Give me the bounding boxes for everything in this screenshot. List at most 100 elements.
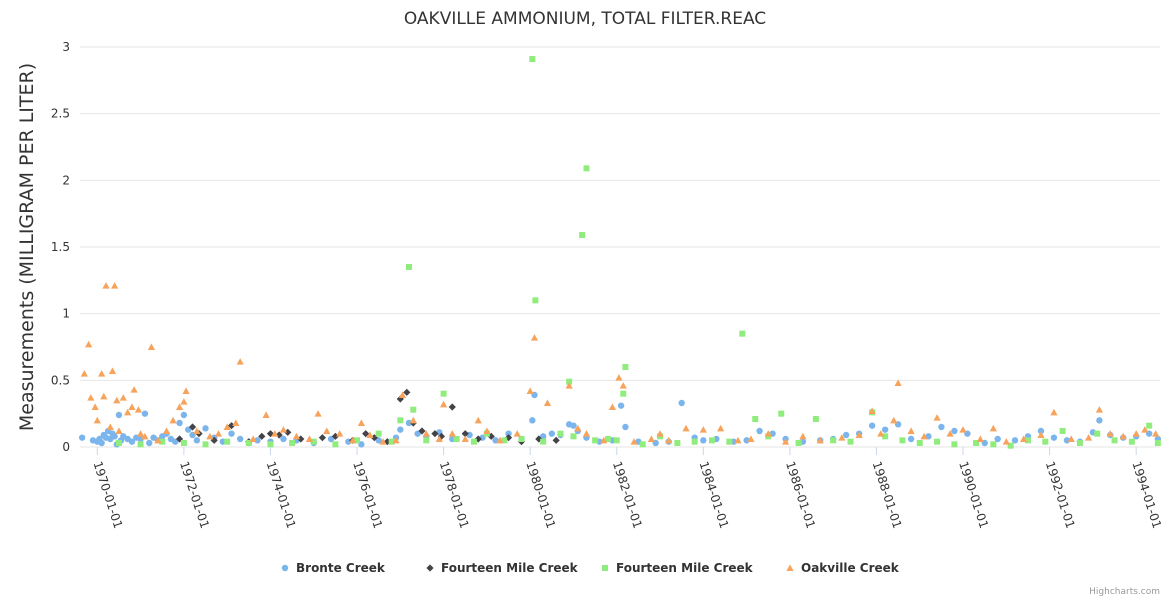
data-point <box>574 424 582 432</box>
data-point <box>620 390 627 397</box>
data-point <box>115 411 123 419</box>
data-point <box>137 430 145 437</box>
data-point <box>111 282 119 289</box>
data-point <box>934 438 941 445</box>
y-tick-label: 2 <box>62 173 70 187</box>
data-point <box>1050 434 1058 441</box>
data-point <box>332 441 339 448</box>
data-point <box>552 436 560 444</box>
data-point <box>162 427 171 434</box>
data-point <box>154 436 162 444</box>
data-point <box>938 423 945 431</box>
data-point <box>565 382 573 389</box>
x-tick-label: 1992-01-01 <box>1043 460 1078 531</box>
data-point <box>185 426 192 433</box>
data-point <box>1020 435 1028 442</box>
data-point <box>529 417 536 424</box>
data-point <box>375 437 382 444</box>
data-point <box>622 364 629 370</box>
data-point <box>1076 440 1083 446</box>
data-point <box>245 440 252 446</box>
data-point <box>994 435 1001 443</box>
data-point <box>392 436 400 444</box>
x-tick-label: 1980-01-01 <box>523 460 558 531</box>
data-point <box>323 427 331 434</box>
data-point <box>483 427 491 434</box>
data-point <box>566 378 573 385</box>
data-point <box>532 297 539 304</box>
data-point <box>526 387 534 394</box>
y-tick-label: 3 <box>62 40 70 54</box>
data-point <box>310 438 317 445</box>
data-point <box>141 432 149 440</box>
legend-item[interactable]: Fourteen Mile Creek <box>602 561 754 575</box>
data-point <box>1084 434 1093 441</box>
data-point <box>93 416 101 424</box>
data-point <box>147 343 156 350</box>
legend-item[interactable]: Fourteen Mile Creek <box>426 561 579 575</box>
data-point <box>933 414 941 421</box>
data-point <box>1111 437 1118 444</box>
legend-label: Bronte Creek <box>296 561 386 575</box>
x-tick-label: 1970-01-01 <box>90 460 125 531</box>
x-tick-label: 1990-01-01 <box>956 460 991 531</box>
data-point <box>98 439 105 447</box>
data-point <box>435 435 443 442</box>
data-point <box>108 367 117 374</box>
data-point <box>423 437 430 444</box>
data-point <box>682 424 690 432</box>
data-point <box>193 427 201 434</box>
data-point <box>778 410 785 417</box>
data-point <box>504 434 513 442</box>
data-point <box>318 434 327 442</box>
y-tick-label: 0 <box>62 440 70 454</box>
data-point <box>951 441 958 448</box>
data-point <box>440 400 448 408</box>
data-point <box>816 436 824 444</box>
data-point <box>592 437 599 444</box>
data-point <box>699 426 707 433</box>
data-point <box>461 430 469 438</box>
data-point <box>1007 442 1014 449</box>
data-point <box>1042 438 1049 445</box>
data-point <box>617 402 625 409</box>
data-point <box>146 439 153 447</box>
data-point <box>976 435 984 442</box>
data-point <box>535 435 543 443</box>
data-point <box>137 435 144 443</box>
data-point <box>513 430 521 437</box>
data-point <box>548 430 556 437</box>
data-point <box>474 416 482 424</box>
data-point <box>877 430 885 437</box>
x-tick-label: 1978-01-01 <box>437 460 472 531</box>
data-point <box>176 419 183 427</box>
data-point <box>403 388 411 396</box>
data-point <box>249 435 257 442</box>
data-point <box>262 411 270 418</box>
credits-link[interactable]: Highcharts.com <box>1089 587 1160 597</box>
data-point <box>115 427 123 434</box>
data-point <box>674 440 681 446</box>
data-point <box>830 437 837 444</box>
data-point <box>258 432 266 440</box>
data-point <box>899 437 906 444</box>
data-point <box>78 434 86 441</box>
data-point <box>795 440 802 446</box>
data-point <box>890 416 898 424</box>
data-point <box>159 438 166 445</box>
data-point <box>916 440 923 446</box>
data-point <box>405 419 413 427</box>
data-point <box>106 423 114 430</box>
legend: Bronte Creek Fourteen Mile Creek Fourteen … <box>281 561 900 575</box>
data-point <box>141 410 149 417</box>
data-point <box>206 432 214 440</box>
data-point <box>799 432 807 440</box>
legend-item[interactable]: Oakville Creek <box>786 561 900 575</box>
legend-item[interactable]: Bronte Creek <box>281 561 386 575</box>
data-point <box>414 430 421 437</box>
grid-lines <box>80 46 1160 448</box>
data-point <box>764 430 772 437</box>
data-point <box>448 403 456 411</box>
data-point <box>1011 437 1019 444</box>
data-point <box>214 430 223 437</box>
